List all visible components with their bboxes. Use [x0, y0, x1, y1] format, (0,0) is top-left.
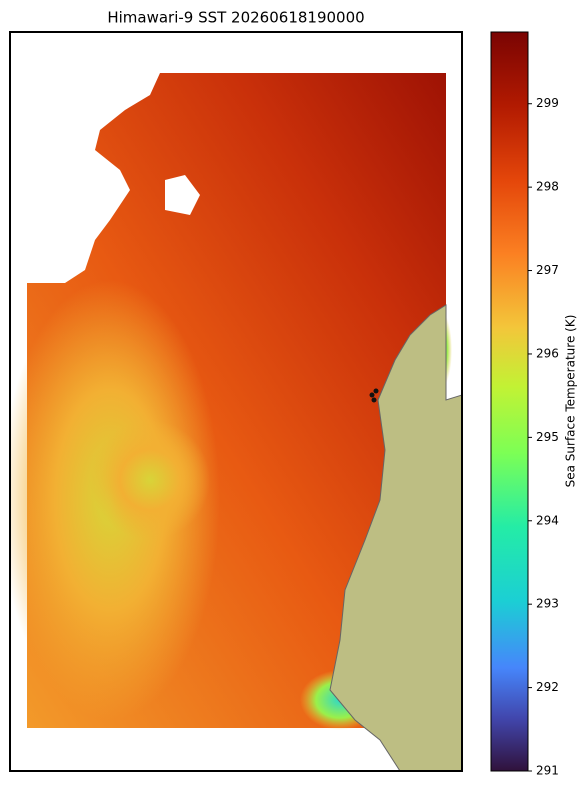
map: [10, 32, 462, 771]
marker: [371, 397, 377, 403]
colorbar-tick-label: 298: [536, 180, 559, 194]
warm-region: [90, 420, 210, 540]
land: [329, 304, 462, 771]
marker: [369, 392, 375, 398]
map-frame: [9, 31, 463, 772]
colorbar-tick-label: 296: [536, 346, 559, 360]
colorbar-tick-label: 293: [536, 597, 559, 611]
colorbar-tick-label: 297: [536, 263, 559, 277]
cloud-mask: [165, 175, 200, 215]
colorbar-label: Sea Surface Temperature (K): [564, 315, 578, 488]
colorbar-ticks: 291 292 293 294 295 296 297 298 299: [528, 96, 559, 778]
colorbar-tick-label: 294: [536, 513, 559, 527]
colorbar-tick-label: 291: [536, 764, 559, 778]
map-title: Himawari-9 SST 20260618190000: [107, 9, 364, 27]
marker: [373, 388, 379, 394]
colorbar: [490, 31, 529, 772]
cloud-mask: [27, 73, 160, 283]
colorbar-tick-label: 299: [536, 96, 559, 110]
colorbar-tick-label: 292: [536, 680, 559, 694]
colorbar-tick-label: 295: [536, 430, 559, 444]
